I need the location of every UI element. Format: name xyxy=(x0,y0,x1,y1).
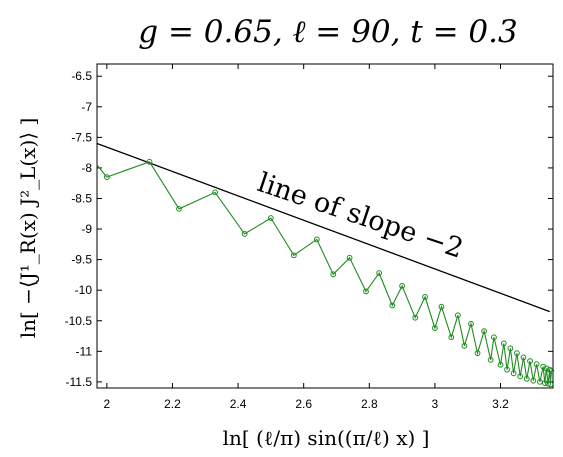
data-point xyxy=(548,367,555,374)
x-tick-label: 2 xyxy=(103,397,110,411)
data-point xyxy=(520,354,527,361)
data-point xyxy=(454,312,461,319)
data-point xyxy=(481,328,488,335)
chart-title: g = 0.65, ℓ = 90, t = 0.3 xyxy=(138,14,517,50)
data-point xyxy=(474,350,481,357)
data-point xyxy=(313,236,320,243)
data-point xyxy=(517,373,524,380)
data-point xyxy=(504,366,510,373)
reference-line xyxy=(96,142,550,313)
data-point xyxy=(346,254,353,261)
data-point xyxy=(103,174,110,180)
plot-content xyxy=(96,142,555,388)
y-tick-label: -11 xyxy=(76,344,93,358)
data-point xyxy=(514,350,520,357)
y-tick-label: -7 xyxy=(81,100,92,114)
data-point xyxy=(545,380,551,387)
y-tick-label: -6.5 xyxy=(71,69,92,83)
data-point xyxy=(363,288,369,295)
data-point xyxy=(422,294,428,300)
data-point xyxy=(497,361,504,368)
reference-line-label: line of slope −2 xyxy=(254,167,467,264)
series-line xyxy=(96,161,552,385)
data-point xyxy=(438,303,445,310)
data-point xyxy=(412,314,419,321)
y-tick-label: -9 xyxy=(81,222,92,236)
data-point xyxy=(491,334,497,341)
data-point xyxy=(212,189,219,196)
data-point xyxy=(533,361,540,368)
data-point xyxy=(290,252,297,259)
data-point xyxy=(468,320,474,327)
y-tick-label: -8 xyxy=(81,161,92,175)
x-tick-label: 2.6 xyxy=(295,397,312,411)
data-point xyxy=(461,342,468,349)
x-tick-label: 2.2 xyxy=(164,397,181,411)
data-point xyxy=(527,358,533,365)
data-point xyxy=(507,345,514,352)
data-point xyxy=(541,380,548,387)
data-point xyxy=(523,375,530,382)
data-point xyxy=(330,271,337,278)
data-point xyxy=(376,270,383,276)
x-tick-label: 3 xyxy=(432,397,439,411)
data-point xyxy=(431,325,438,331)
x-tick-label: 2.8 xyxy=(361,397,378,411)
data-point xyxy=(500,340,507,347)
data-point xyxy=(241,231,248,237)
data-point xyxy=(176,205,182,212)
data-point xyxy=(530,377,537,384)
y-tick-label: -7.5 xyxy=(71,130,92,144)
y-tick-label: -11.5 xyxy=(66,375,93,389)
data-point xyxy=(543,365,550,372)
y-axis-ticks: -6.5 -7 -7.5 -8 -8.5 -9 -9.5 -10 -10.5 -11 -11.5 xyxy=(65,69,553,389)
plot-frame xyxy=(96,63,554,389)
data-point xyxy=(487,356,494,363)
x-axis-label: ln[ (ℓ/π) sin((π/ℓ) x) ] xyxy=(223,426,430,450)
y-tick-label: -9.5 xyxy=(71,253,92,267)
data-point xyxy=(399,283,405,289)
x-tick-label: 2.4 xyxy=(230,397,247,411)
y-axis-label: ln[ −⟨J¹_R(x) J²_L(x)⟩ ] xyxy=(16,118,40,339)
x-tick-label: 3.2 xyxy=(492,397,509,411)
data-point xyxy=(510,370,517,377)
data-point xyxy=(146,158,153,165)
data-point xyxy=(389,302,396,309)
data-point xyxy=(547,381,554,388)
x-axis-ticks: 2 2.2 2.4 2.6 2.8 3 3.2 xyxy=(103,64,509,411)
y-tick-label: -10.5 xyxy=(65,314,93,328)
data-point xyxy=(267,215,274,221)
data-point xyxy=(448,334,455,341)
y-tick-label: -8.5 xyxy=(71,191,92,205)
y-tick-label: -10 xyxy=(75,283,93,297)
